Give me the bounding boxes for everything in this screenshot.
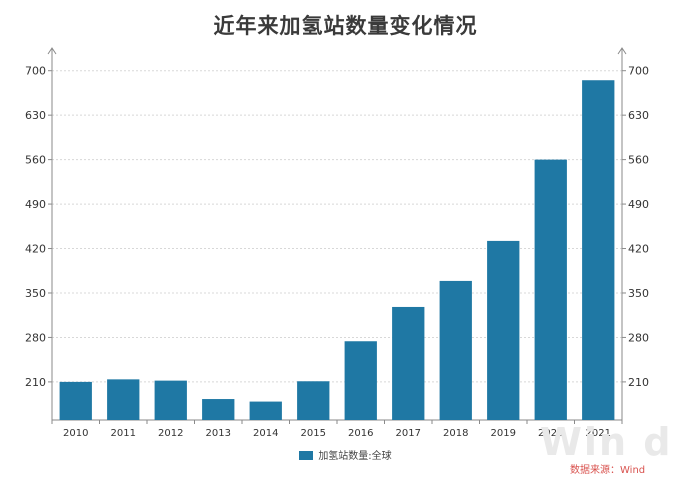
- x-tick-label: 2021: [586, 428, 611, 439]
- x-tick-label: 2020: [538, 428, 563, 439]
- x-tick-label: 2011: [111, 428, 136, 439]
- x-tick-label: 2014: [253, 428, 278, 439]
- source-note: 数据来源：Wind: [570, 465, 646, 476]
- y-axis-left-arrow: [47, 47, 57, 55]
- legend-label: 加氢站数量:全球: [318, 451, 392, 462]
- x-tick-label: 2015: [301, 428, 326, 439]
- bar-2016: [344, 341, 377, 420]
- y-tick-label-right: 700: [628, 65, 649, 78]
- legend[interactable]: 加氢站数量:全球: [0, 447, 691, 462]
- x-tick-label: 2013: [206, 428, 231, 439]
- x-tick-label: 2019: [491, 428, 516, 439]
- y-tick-label-right: 630: [628, 109, 649, 122]
- bar-2015: [297, 381, 330, 420]
- bar-2010: [59, 381, 92, 420]
- x-tick-label: 2010: [63, 428, 88, 439]
- y-tick-label-right: 490: [628, 198, 649, 211]
- watermark: Win d: [540, 420, 673, 464]
- y-tick-label-left: 350: [25, 287, 46, 300]
- bar-2017: [392, 306, 425, 420]
- bar-2019: [487, 240, 520, 420]
- y-tick-label-left: 700: [25, 65, 46, 78]
- y-tick-label-right: 350: [628, 287, 649, 300]
- bar-2013: [202, 399, 235, 420]
- bar-2012: [154, 380, 187, 420]
- bar-2020: [534, 159, 567, 421]
- y-tick-label-right: 210: [628, 376, 649, 389]
- y-tick-label-left: 560: [25, 154, 46, 167]
- y-tick-label-left: 420: [25, 243, 46, 256]
- y-tick-label-left: 490: [25, 198, 46, 211]
- bar-2018: [439, 280, 472, 420]
- bar-2011: [107, 379, 140, 420]
- y-tick-label-left: 210: [25, 376, 46, 389]
- bar-2021: [582, 80, 615, 420]
- x-tick-label: 2017: [396, 428, 421, 439]
- legend-swatch: [299, 451, 314, 460]
- y-tick-label-right: 420: [628, 243, 649, 256]
- x-tick-label: 2018: [443, 428, 468, 439]
- chart-title: 近年来加氢站数量变化情况: [213, 14, 478, 38]
- y-axis-right-arrow: [617, 47, 627, 55]
- y-tick-label-right: 560: [628, 154, 649, 167]
- y-tick-label-right: 280: [628, 331, 649, 344]
- bar-2014: [249, 401, 282, 420]
- x-tick-label: 2016: [348, 428, 373, 439]
- y-tick-label-left: 280: [25, 331, 46, 344]
- y-tick-label-left: 630: [25, 109, 46, 122]
- x-tick-label: 2012: [158, 428, 183, 439]
